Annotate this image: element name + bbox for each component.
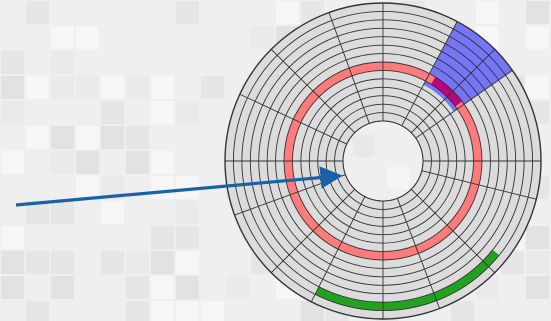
sector-boundary xyxy=(415,70,513,139)
background-tile xyxy=(526,226,549,249)
spindle-hole-edge xyxy=(342,120,424,202)
background-tile xyxy=(26,126,49,149)
sector-boundary xyxy=(328,12,370,124)
background-tile xyxy=(126,276,149,299)
sector-boundary xyxy=(421,170,537,200)
background-tile xyxy=(526,251,549,274)
background-tile xyxy=(101,76,124,99)
background-tile xyxy=(76,26,99,49)
background-tile xyxy=(151,301,174,321)
sector-boundary xyxy=(410,188,496,274)
background-tile xyxy=(101,201,124,224)
spindle-hole xyxy=(342,120,424,202)
background-tile xyxy=(101,126,124,149)
background-tile xyxy=(1,251,24,274)
background-tile xyxy=(276,1,299,24)
background-tile xyxy=(151,76,174,99)
background-tile xyxy=(226,276,249,299)
background-tile xyxy=(51,51,74,74)
background-tile xyxy=(526,26,549,49)
background-tile xyxy=(151,276,174,299)
background-tile xyxy=(151,251,174,274)
background-tile xyxy=(51,151,74,174)
background-tile xyxy=(26,251,49,274)
background-tile xyxy=(176,1,199,24)
hole-tile xyxy=(387,167,409,189)
background-tile xyxy=(1,151,24,174)
sector-boundary xyxy=(401,21,458,126)
background-tile xyxy=(101,176,124,199)
background-tile xyxy=(101,251,124,274)
background-tile xyxy=(526,1,549,24)
sector-boundary xyxy=(239,93,347,145)
spindle-hole-fill xyxy=(343,121,423,201)
sector-boundary xyxy=(410,48,496,134)
background-tile xyxy=(26,201,49,224)
background-tile xyxy=(126,126,149,149)
background-tile xyxy=(176,251,199,274)
hole-tile xyxy=(353,135,375,157)
background-tile xyxy=(76,151,99,174)
background-tile xyxy=(51,126,74,149)
background-tile xyxy=(151,151,174,174)
background-tile xyxy=(126,251,149,274)
background-tile xyxy=(526,76,549,99)
intersection-highlight xyxy=(431,77,462,107)
background-tile xyxy=(176,101,199,124)
background-tile xyxy=(26,301,49,321)
track-sector-grid xyxy=(224,2,542,320)
background-tile xyxy=(26,76,49,99)
background-tile xyxy=(26,1,49,24)
background-tile xyxy=(126,301,149,321)
pointer-arrow xyxy=(15,166,343,207)
background-tile xyxy=(451,301,474,321)
sector-boundary xyxy=(310,196,366,302)
sector-boundary xyxy=(270,48,356,134)
background-tile xyxy=(76,76,99,99)
background-tile xyxy=(176,201,199,224)
background-tile xyxy=(201,301,224,321)
background-tile xyxy=(51,251,74,274)
background-tile xyxy=(301,301,324,321)
background-tile xyxy=(76,176,99,199)
background-tile xyxy=(1,226,24,249)
background-tile xyxy=(51,76,74,99)
sector-boundary xyxy=(270,188,356,274)
background-tile xyxy=(76,126,99,149)
background-tile xyxy=(101,101,124,124)
background-tile xyxy=(126,76,149,99)
background-tile xyxy=(1,101,24,124)
background-tile xyxy=(151,101,174,124)
background-tile xyxy=(526,276,549,299)
background-tile xyxy=(51,26,74,49)
background-tile xyxy=(176,301,199,321)
cluster-highlight xyxy=(315,249,500,311)
background-tile xyxy=(176,176,199,199)
background-tile xyxy=(201,76,224,99)
sector-boundary xyxy=(396,198,441,309)
background-tile xyxy=(51,276,74,299)
background-tile xyxy=(1,276,24,299)
background-tile xyxy=(251,26,274,49)
background-tile xyxy=(476,1,499,24)
background-tile xyxy=(151,226,174,249)
background-tile xyxy=(1,51,24,74)
background-tile xyxy=(176,226,199,249)
background-tile xyxy=(51,201,74,224)
background-tile xyxy=(126,151,149,174)
background-tile xyxy=(1,76,24,99)
background-tile xyxy=(176,276,199,299)
